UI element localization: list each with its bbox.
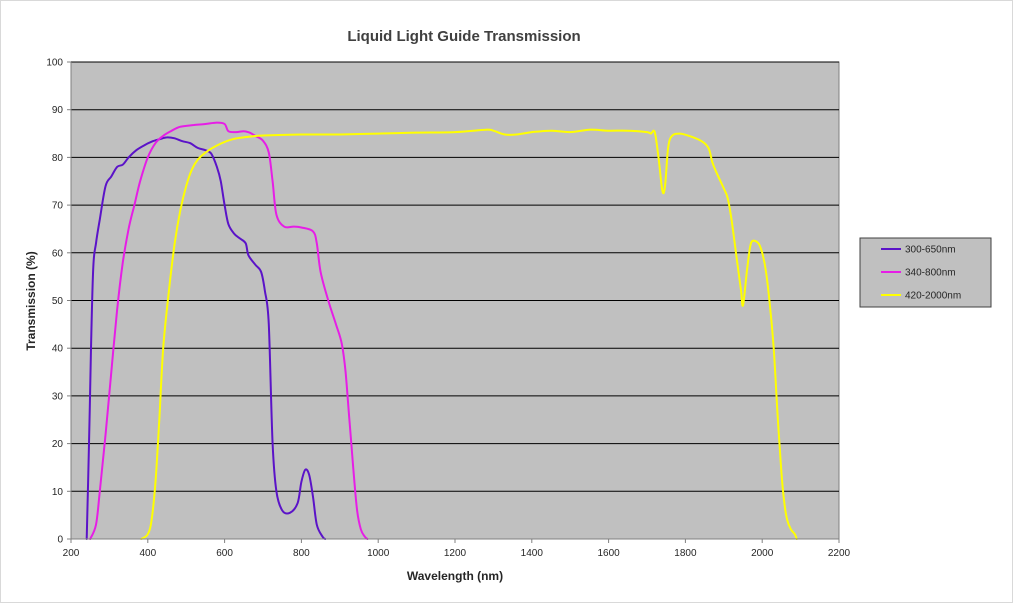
y-tick-label: 80 <box>52 153 64 164</box>
x-tick-label: 400 <box>139 548 156 559</box>
y-tick-label: 30 <box>52 391 64 402</box>
legend-label: 420-2000nm <box>905 291 961 302</box>
y-tick-label: 20 <box>52 439 64 450</box>
y-axis-title: Transmission (%) <box>24 251 38 350</box>
y-tick-label: 10 <box>52 487 64 498</box>
series-lines <box>85 121 798 540</box>
y-ticks: 0 10 20 30 40 50 60 70 80 90 100 <box>46 58 71 546</box>
series-line-420-2000nm <box>140 128 798 540</box>
y-tick-label: 0 <box>57 535 63 546</box>
x-tick-label: 200 <box>63 548 80 559</box>
y-tick-label: 70 <box>52 201 64 212</box>
x-tick-label: 1000 <box>367 548 390 559</box>
y-tick-label: 100 <box>46 58 63 69</box>
legend: 300-650nm 340-800nm 420-2000nm <box>859 237 992 308</box>
series-line-340-800nm <box>89 121 369 540</box>
gridlines <box>71 61 839 492</box>
y-tick-label: 40 <box>52 344 64 355</box>
y-tick-label: 60 <box>52 248 64 259</box>
x-tick-label: 1600 <box>597 548 620 559</box>
x-tick-label: 600 <box>216 548 233 559</box>
legend-items: 300-650nm 340-800nm 420-2000nm <box>881 245 961 302</box>
legend-label: 300-650nm <box>905 245 956 256</box>
series-line-300-650nm <box>85 136 327 540</box>
x-ticks: 200 400 600 800 1000 1200 1400 1600 1800 2000 2200 <box>63 539 851 559</box>
x-tick-label: 1800 <box>674 548 697 559</box>
chart-title: Liquid Light Guide Transmission <box>347 28 580 45</box>
x-tick-label: 2200 <box>828 548 851 559</box>
x-axis-title: Wavelength (nm) <box>407 569 503 583</box>
x-tick-label: 800 <box>293 548 310 559</box>
x-tick-label: 2000 <box>751 548 774 559</box>
y-tick-label: 90 <box>52 105 64 116</box>
x-tick-label: 1200 <box>444 548 467 559</box>
x-tick-label: 1400 <box>521 548 544 559</box>
y-tick-label: 50 <box>52 296 64 307</box>
legend-label: 340-800nm <box>905 268 956 279</box>
